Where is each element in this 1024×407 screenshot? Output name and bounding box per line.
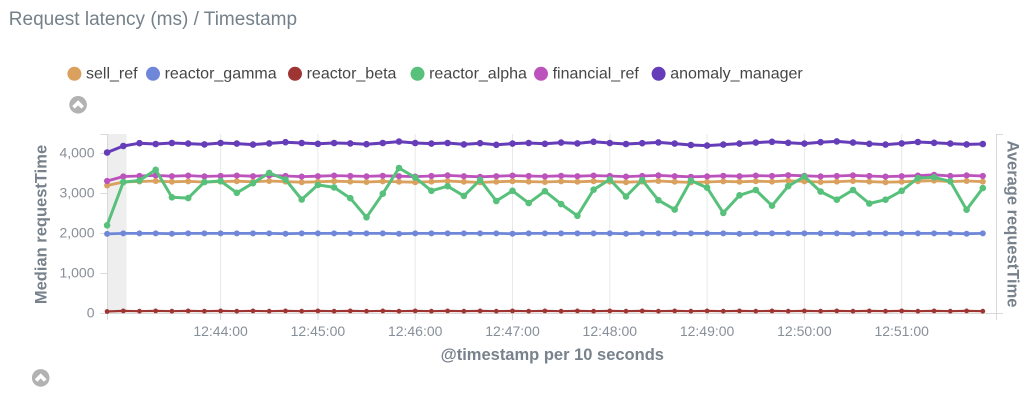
svg-text:12:46:00: 12:46:00	[388, 323, 443, 339]
svg-text:12:50:00: 12:50:00	[777, 323, 832, 339]
svg-text:Median requestTime: Median requestTime	[33, 145, 51, 304]
svg-text:Average requestTime: Average requestTime	[1003, 141, 1021, 308]
svg-text:reactor_alpha: reactor_alpha	[429, 65, 527, 82]
svg-text:sell_ref: sell_ref	[86, 65, 138, 82]
svg-text:12:47:00: 12:47:00	[485, 323, 540, 339]
svg-text:financial_ref: financial_ref	[553, 65, 640, 82]
svg-text:12:44:00: 12:44:00	[193, 323, 248, 339]
svg-text:12:49:00: 12:49:00	[680, 323, 735, 339]
svg-text:reactor_beta: reactor_beta	[307, 65, 397, 82]
svg-text:anomaly_manager: anomaly_manager	[670, 65, 803, 82]
svg-text:12:45:00: 12:45:00	[291, 323, 346, 339]
svg-text:0: 0	[87, 305, 95, 321]
svg-text:12:51:00: 12:51:00	[874, 323, 929, 339]
svg-text:2,000: 2,000	[59, 225, 94, 241]
svg-text:Request latency (ms) / Timesta: Request latency (ms) / Timestamp	[9, 9, 297, 30]
svg-text:1,000: 1,000	[59, 265, 94, 281]
svg-text:@timestamp per 10 seconds: @timestamp per 10 seconds	[441, 346, 664, 364]
svg-text:4,000: 4,000	[59, 145, 94, 161]
svg-text:reactor_gamma: reactor_gamma	[165, 65, 277, 82]
svg-text:3,000: 3,000	[59, 185, 94, 201]
svg-text:12:48:00: 12:48:00	[583, 323, 638, 339]
